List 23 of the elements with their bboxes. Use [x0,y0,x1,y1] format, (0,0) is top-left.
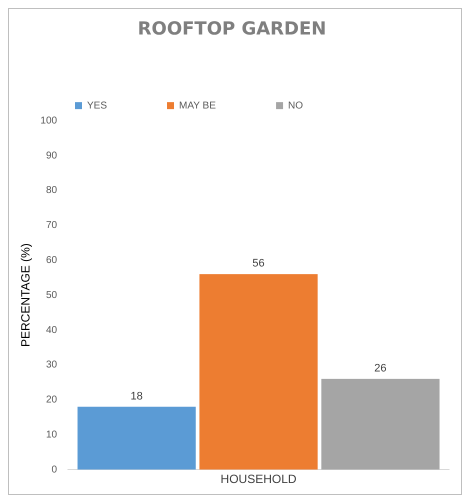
y-tick-label: 40 [46,324,58,336]
data-label: 18 [130,390,143,402]
data-label: 56 [252,258,265,270]
data-label: 26 [374,362,387,374]
y-tick-label: 10 [46,429,58,440]
y-tick-label: 30 [46,360,58,371]
legend-label: MAY BE [179,100,216,112]
y-axis-title: PERCENTAGE (%) [18,243,33,347]
bar [78,406,196,470]
legend-label: YES [87,100,108,112]
y-tick-label: 70 [46,220,58,232]
y-tick-label: 80 [46,185,58,196]
bar [199,274,318,470]
y-tick-label: 100 [40,115,58,126]
legend-label: NO [288,100,304,112]
bar [321,378,440,470]
x-tick-label: HOUSEHOLD [220,472,297,486]
y-tick-label: 60 [46,254,58,266]
y-tick-label: 50 [46,290,58,301]
y-tick-label: 20 [46,394,58,406]
y-tick-label: 0 [52,464,58,476]
y-tick-label: 90 [46,150,58,162]
chart-title: ROOFTOP GARDEN [138,18,326,40]
